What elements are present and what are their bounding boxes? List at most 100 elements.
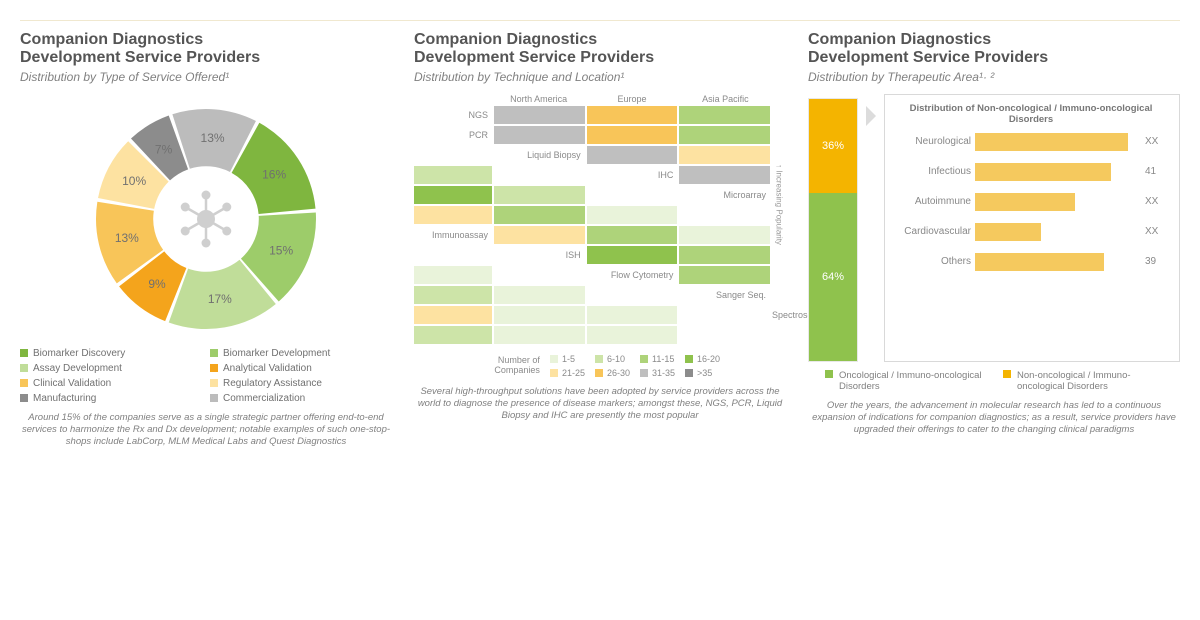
legend-swatch xyxy=(210,349,218,357)
donut-chart: 16%15%17%9%13%10%7%13% xyxy=(20,94,392,344)
bar-row: Cardiovascular XX xyxy=(893,223,1169,241)
legend-label: Oncological / Immuno-oncological Disorde… xyxy=(839,370,985,392)
bar-row: Infectious41 xyxy=(893,163,1169,181)
bar-fill xyxy=(975,133,1128,151)
heatmap-cell xyxy=(494,186,585,204)
panel3-subtitle: Distribution by Therapeutic Area¹· ² xyxy=(808,70,1180,84)
heatmap-cell xyxy=(587,326,678,344)
bar-track xyxy=(975,223,1141,241)
heatmap-row-label: Liquid Biopsy xyxy=(494,150,585,160)
legend-item: Biomarker Development xyxy=(210,348,392,359)
heatmap-cell xyxy=(679,226,770,244)
legend-label: Analytical Validation xyxy=(223,363,312,374)
heatmap-cell xyxy=(414,266,492,284)
title-line1: Companion Diagnostics xyxy=(414,31,597,48)
title-line2: Development Service Providers xyxy=(20,49,260,66)
heatmap-cell xyxy=(414,286,492,304)
heatmap-row-label: Immunoassay xyxy=(414,230,492,240)
bucket-label-text: 16-20 xyxy=(697,354,720,364)
legend-label: Manufacturing xyxy=(33,393,96,404)
title-line2: Development Service Providers xyxy=(808,49,1048,66)
heatmap-cell xyxy=(494,286,585,304)
heatmap-cell xyxy=(414,326,492,344)
legend-item: Biomarker Discovery xyxy=(20,348,202,359)
title-line1: Companion Diagnostics xyxy=(20,31,203,48)
panel-therapeutic-area: Companion Diagnostics Development Servic… xyxy=(808,31,1180,449)
legend-swatch xyxy=(210,394,218,402)
heatmap-cell xyxy=(679,246,770,264)
heatmap-cell xyxy=(679,126,770,144)
title-line1: Companion Diagnostics xyxy=(808,31,991,48)
bucket-swatch xyxy=(550,369,558,377)
bucket-label-text: >35 xyxy=(697,368,712,378)
heatmap-col-header: Europe xyxy=(585,94,678,104)
donut-segment-label: 7% xyxy=(155,142,173,156)
legend-label: Assay Development xyxy=(33,363,122,374)
heatmap-bucket-legend: Number of Companies1-56-1011-1516-2021-2… xyxy=(414,354,786,378)
bucket-swatch xyxy=(685,369,693,377)
heatmap-col-header: Asia Pacific xyxy=(679,94,772,104)
heatmap-row-label: Flow Cytometry xyxy=(587,270,678,280)
panel1-subtitle: Distribution by Type of Service Offered¹ xyxy=(20,70,392,84)
bucket-item: >35 xyxy=(685,368,720,378)
bar-fill xyxy=(975,193,1075,211)
legend-swatch xyxy=(825,370,833,378)
heatmap-row-label: PCR xyxy=(414,130,492,140)
legend-swatch xyxy=(20,349,28,357)
heatmap-cell xyxy=(494,226,585,244)
bar-row: NeurologicalXX xyxy=(893,133,1169,151)
bar-track xyxy=(975,163,1141,181)
heatmap-cell xyxy=(587,106,678,124)
heatmap-row-label: Microarray xyxy=(679,190,770,200)
bar-category: Cardiovascular xyxy=(893,226,971,237)
legend-label: Biomarker Discovery xyxy=(33,348,125,359)
bucket-swatch xyxy=(595,355,603,363)
heatmap-cell xyxy=(494,306,585,324)
heatmap-chart: North AmericaEuropeAsia Pacific NGSPCRLi… xyxy=(414,94,786,344)
bar-row: AutoimmuneXX xyxy=(893,193,1169,211)
bucket-swatch xyxy=(685,355,693,363)
panel2-title: Companion Diagnostics Development Servic… xyxy=(414,31,786,68)
panel3-legend: Oncological / Immuno-oncological Disorde… xyxy=(808,370,1180,392)
legend-item: Clinical Validation xyxy=(20,378,202,389)
bar-value: XX xyxy=(1145,136,1169,147)
donut-segment-label: 15% xyxy=(269,243,293,257)
panel1-footnote: Around 15% of the companies serve as a s… xyxy=(20,412,392,449)
bar-value: 39 xyxy=(1145,256,1169,267)
panel3-footnote: Over the years, the advancement in molec… xyxy=(808,400,1180,437)
heatmap-cell xyxy=(587,206,678,224)
heatmap-row-label: ISH xyxy=(494,250,585,260)
legend-label: Commercialization xyxy=(223,393,305,404)
bar-track xyxy=(975,133,1141,151)
bucket-item: 6-10 xyxy=(595,354,630,364)
legend-swatch xyxy=(210,364,218,372)
bar-value: 41 xyxy=(1145,166,1169,177)
bucket-item: 11-15 xyxy=(640,354,675,364)
bar-value: XX xyxy=(1145,226,1169,237)
legend-item: Regulatory Assistance xyxy=(210,378,392,389)
heatmap-cell xyxy=(414,306,492,324)
legend-swatch xyxy=(20,364,28,372)
panel1-title: Companion Diagnostics Development Servic… xyxy=(20,31,392,68)
heatmap-cell xyxy=(494,126,585,144)
legend-item: Non-oncological / Immuno-oncological Dis… xyxy=(1003,370,1163,392)
donut-segment-label: 13% xyxy=(115,231,139,245)
heatmap-cell xyxy=(587,246,678,264)
legend-label: Clinical Validation xyxy=(33,378,111,389)
bar-fill xyxy=(975,163,1111,181)
stacked-bar: 36%64% xyxy=(808,98,858,362)
bucket-label-text: 1-5 xyxy=(562,354,575,364)
bucket-item: 26-30 xyxy=(595,368,630,378)
panels-row: Companion Diagnostics Development Servic… xyxy=(0,31,1200,449)
stack-segment: 36% xyxy=(809,99,857,193)
bar-category: Autoimmune xyxy=(893,196,971,207)
heatmap-cell xyxy=(587,126,678,144)
panel2-footnote: Several high-throughput solutions have b… xyxy=(414,386,786,423)
heatmap-cell xyxy=(494,206,585,224)
stack-segment: 64% xyxy=(809,193,857,361)
legend-item: Assay Development xyxy=(20,363,202,374)
heatmap-cell xyxy=(679,106,770,124)
bucket-swatch xyxy=(640,369,648,377)
heatmap-col-header: North America xyxy=(492,94,585,104)
legend-swatch xyxy=(20,379,28,387)
